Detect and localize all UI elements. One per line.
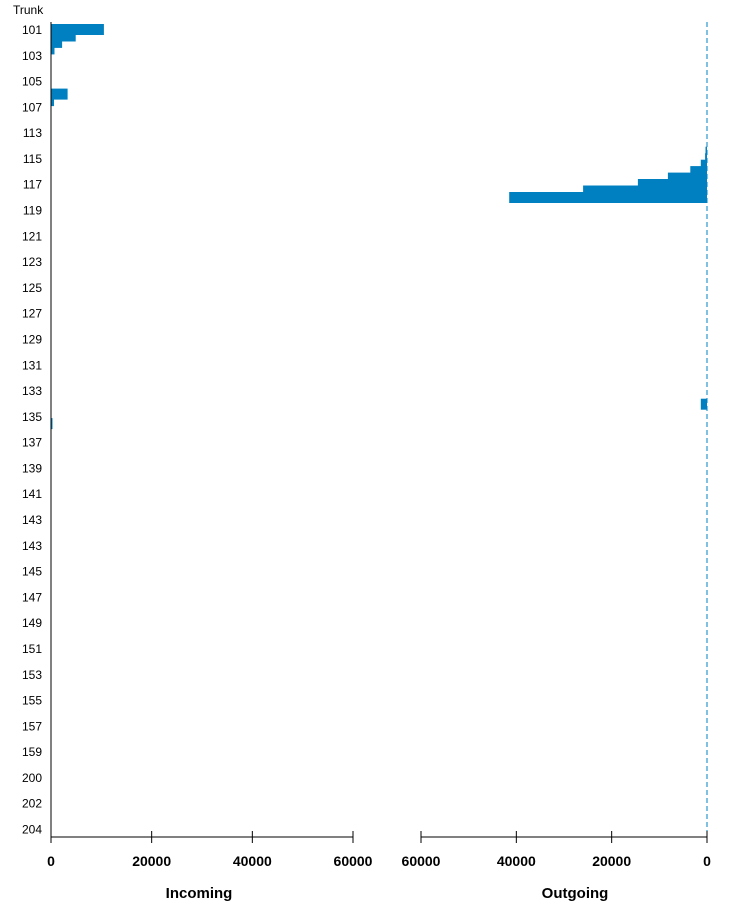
row-label: 145 [22, 565, 42, 579]
row-label: 101 [22, 23, 42, 37]
row-label: 143 [22, 539, 42, 553]
row-label: 200 [22, 771, 42, 785]
incoming-bar [51, 24, 104, 35]
outgoing-bar [705, 146, 707, 158]
incoming-axis-title: Incoming [166, 885, 233, 902]
row-label: 204 [22, 823, 42, 837]
outgoing-tick-label: 20000 [592, 853, 631, 869]
outgoing-bar [509, 192, 707, 203]
row-label: 119 [23, 204, 42, 218]
row-label: 159 [22, 745, 42, 759]
row-label: 105 [22, 75, 42, 89]
row-label: 137 [22, 436, 42, 450]
outgoing-bars [509, 146, 707, 410]
incoming-bar [51, 36, 63, 48]
row-label: 113 [23, 126, 42, 140]
row-label: 135 [22, 410, 42, 424]
row-label: 125 [22, 281, 42, 295]
row-label: 123 [22, 255, 42, 269]
row-label: 143 [22, 513, 42, 527]
outgoing-bar [637, 179, 707, 190]
row-label: 153 [22, 668, 42, 682]
incoming-bar [51, 418, 53, 430]
outgoing-tick-label: 40000 [497, 853, 536, 869]
row-label: 127 [22, 307, 42, 321]
row-label: 147 [22, 590, 42, 604]
row-label: 103 [22, 49, 42, 63]
outgoing-bar [667, 172, 707, 184]
outgoing-bar [690, 166, 707, 178]
row-label: 107 [22, 100, 42, 114]
incoming-tick-label: 20000 [132, 853, 171, 869]
incoming-bar [51, 43, 55, 55]
outgoing-bar [705, 153, 707, 165]
row-label: 155 [22, 694, 42, 708]
incoming-tick-label: 40000 [233, 853, 272, 869]
row-label: 149 [22, 616, 42, 630]
outgoing-tick-label: 60000 [402, 853, 441, 869]
incoming-bar [51, 30, 76, 42]
row-label: 139 [22, 461, 42, 475]
outgoing-bar [583, 185, 707, 197]
axes: 0 20000 40000 60000 60000 40000 20000 0 [47, 22, 711, 869]
row-label: 131 [22, 358, 42, 372]
incoming-bar [51, 88, 68, 100]
outgoing-bar [700, 398, 707, 410]
row-label: 151 [22, 642, 42, 656]
row-label: 115 [23, 152, 42, 166]
row-label: 129 [22, 333, 42, 347]
outgoing-bar [700, 159, 707, 171]
incoming-bars [51, 24, 104, 430]
incoming-tick-label: 60000 [334, 853, 373, 869]
category-axis-title: Trunk [13, 3, 44, 17]
row-label: 117 [23, 178, 42, 192]
outgoing-tick-label: 0 [703, 853, 711, 869]
outgoing-axis-title: Outgoing [542, 885, 609, 902]
incoming-bar [51, 95, 54, 107]
row-label: 157 [22, 719, 42, 733]
row-label: 141 [22, 487, 42, 501]
incoming-tick-label: 0 [47, 853, 55, 869]
row-label: 202 [22, 797, 42, 811]
row-labels: 101 103 105 107 113 115 117 119 121 123 125 127 129 1… [22, 23, 42, 837]
row-label: 133 [22, 384, 42, 398]
row-label: 121 [22, 229, 42, 243]
